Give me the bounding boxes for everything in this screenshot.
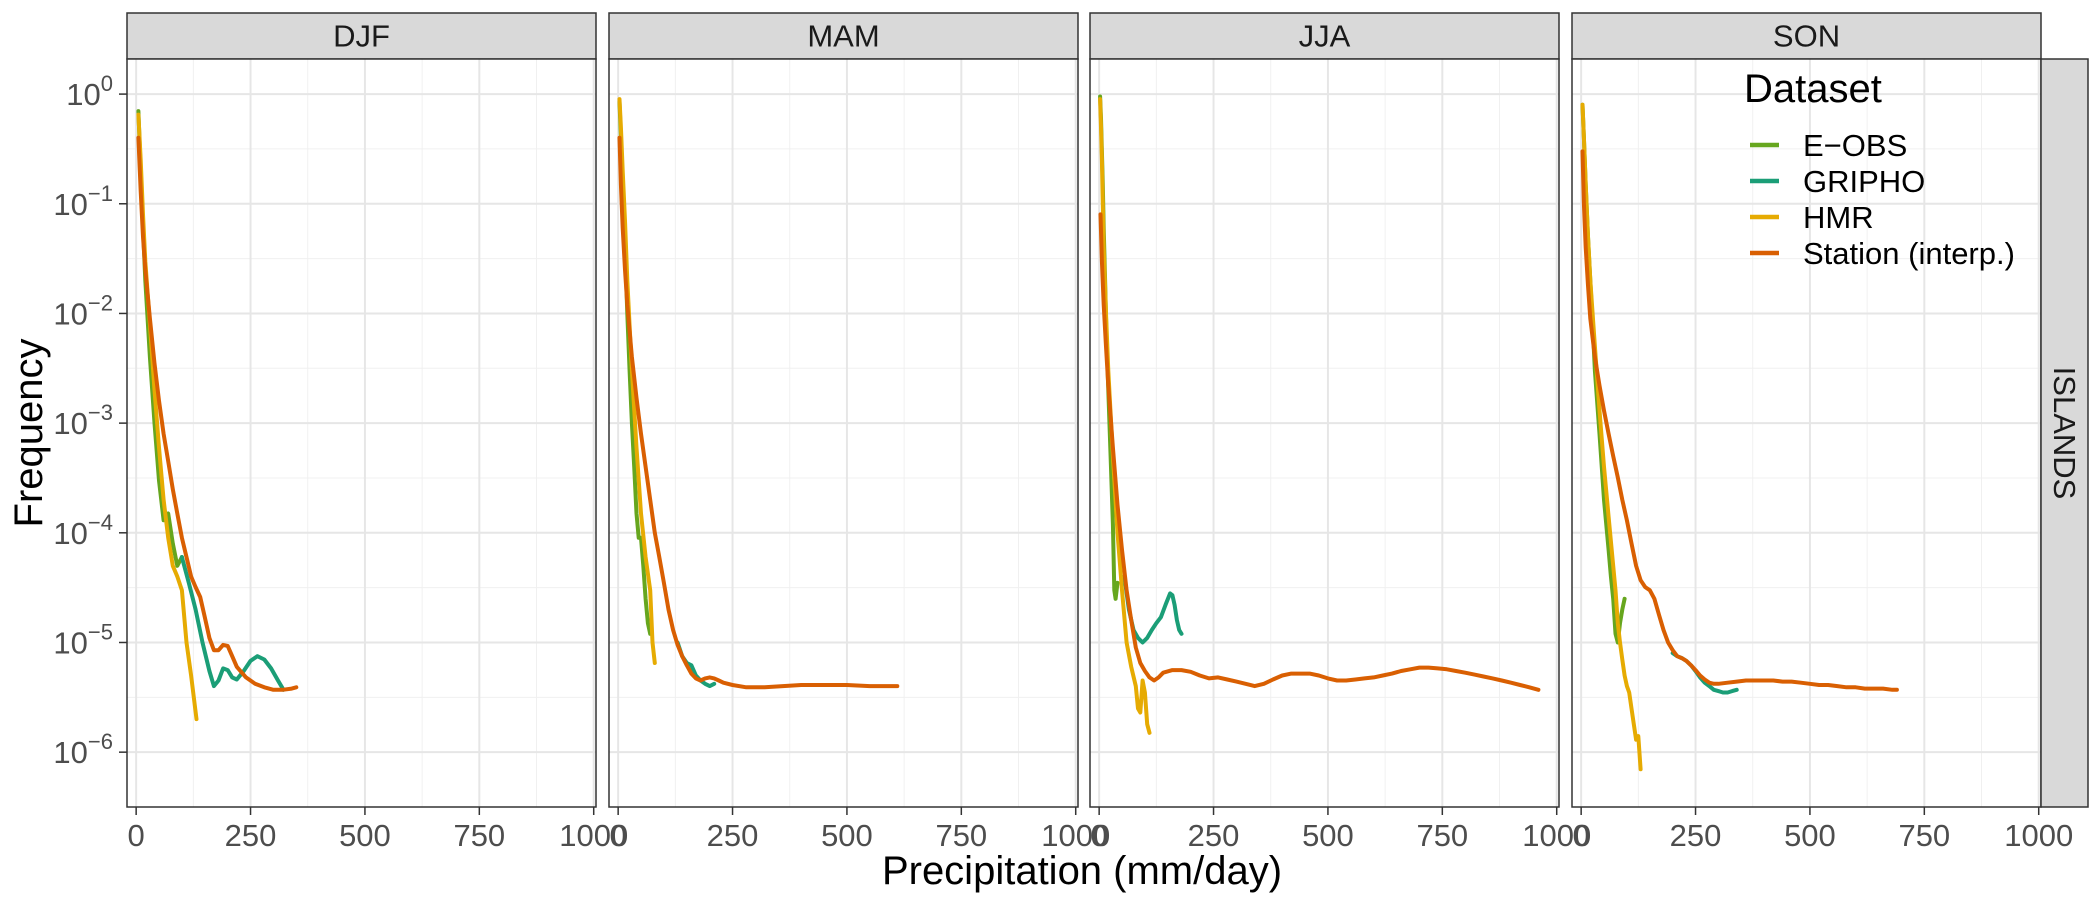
legend-item-station-interp: Station (interp.) xyxy=(1750,236,2015,271)
x-axis-ticks: 0 250 500 750 1000 xyxy=(1091,807,1591,853)
legend-label: HMR xyxy=(1803,200,1874,235)
x-tick-label: 500 xyxy=(1302,818,1354,853)
panel-background xyxy=(127,59,596,807)
x-tick-label: 500 xyxy=(1784,818,1836,853)
row-strip-background xyxy=(2040,58,2089,808)
x-tick-label: 750 xyxy=(1416,818,1468,853)
panel-mam: MAM 0 250 500 750 1000 xyxy=(608,12,1110,853)
x-tick-label: 750 xyxy=(1898,818,1950,853)
series-line-hmr xyxy=(1580,102,1643,772)
panel-title: DJF xyxy=(333,19,390,54)
x-tick-label: 0 xyxy=(610,818,627,853)
series-lines xyxy=(617,97,900,690)
y-tick-label: 10−5 xyxy=(53,619,113,660)
series-line-hmr xyxy=(617,97,657,665)
panel-strip xyxy=(126,12,597,60)
x-tick-label: 500 xyxy=(339,818,391,853)
legend-label: Station (interp.) xyxy=(1803,236,2015,271)
x-tick-label: 1000 xyxy=(559,818,628,853)
series-lines xyxy=(1580,102,1899,772)
x-tick-label: 1000 xyxy=(1522,818,1591,853)
panel-border xyxy=(126,58,597,808)
series-line-station-interp xyxy=(1580,149,1899,692)
series-line-hmr xyxy=(1098,97,1152,735)
panel-border xyxy=(1089,58,1560,808)
legend-title: Dataset xyxy=(1744,67,1882,111)
y-tick-label: 10−4 xyxy=(53,510,113,551)
x-axis-ticks: 0 250 500 750 1000 xyxy=(128,807,628,853)
legend-label: GRIPHO xyxy=(1803,164,1925,199)
panel-title: SON xyxy=(1773,19,1840,54)
panel-title: MAM xyxy=(807,19,879,54)
x-tick-label: 250 xyxy=(1188,818,1240,853)
series-line-gripho xyxy=(179,555,286,692)
panel-strip xyxy=(608,12,1079,60)
x-tick-label: 750 xyxy=(935,818,987,853)
series-line-station-interp xyxy=(136,135,299,692)
panel-title: JJA xyxy=(1299,19,1351,54)
x-tick-label: 0 xyxy=(1573,818,1590,853)
panel-border xyxy=(608,58,1079,808)
panel-son: SON 0 250 500 750 1000 xyxy=(1571,12,2073,853)
x-tick-label: 250 xyxy=(225,818,277,853)
y-tick-label: 10−2 xyxy=(53,290,113,331)
legend-label: E−OBS xyxy=(1803,128,1907,163)
panels-layer: DJF 0 250 500 750 1000 MAM 0 250 500 750 1000 JJA 0 25… xyxy=(126,12,2073,853)
x-tick-label: 0 xyxy=(1091,818,1108,853)
x-axis-title: Precipitation (mm/day) xyxy=(882,849,1282,893)
panel-jja: JJA 0 250 500 750 1000 xyxy=(1089,12,1591,853)
x-tick-label: 0 xyxy=(128,818,145,853)
series-lines xyxy=(136,109,299,722)
x-tick-label: 500 xyxy=(821,818,873,853)
x-tick-label: 1000 xyxy=(2004,818,2073,853)
x-tick-label: 250 xyxy=(707,818,759,853)
x-tick-label: 750 xyxy=(453,818,505,853)
panel-background xyxy=(609,59,1078,807)
row-strip-label: ISLANDS xyxy=(2047,367,2082,500)
legend-item-gripho: GRIPHO xyxy=(1750,164,1925,199)
y-tick-label: 10−1 xyxy=(53,181,113,222)
y-tick-label: 10−3 xyxy=(53,400,113,441)
x-tick-label: 250 xyxy=(1670,818,1722,853)
series-lines xyxy=(1098,94,1541,735)
panel-background xyxy=(1090,59,1559,807)
series-line-station-interp xyxy=(1098,212,1541,692)
gridlines xyxy=(609,59,1078,807)
series-line-gripho xyxy=(1122,574,1184,645)
gridlines xyxy=(1090,59,1559,807)
x-axis-ticks: 0 250 500 750 1000 xyxy=(1573,807,2073,853)
legend-item-e-obs: E−OBS xyxy=(1750,128,1907,163)
series-line-station-interp xyxy=(617,135,900,690)
y-tick-label: 10−6 xyxy=(53,729,113,770)
x-axis-ticks: 0 250 500 750 1000 xyxy=(610,807,1110,853)
legend-item-hmr: HMR xyxy=(1750,200,1874,235)
row-strip: ISLANDS xyxy=(2040,58,2089,808)
y-axis-title: Frequency xyxy=(7,339,51,528)
y-tick-label: 100 xyxy=(66,71,113,112)
y-axis: 100 10−1 10−2 10−3 10−4 10−5 10−6 xyxy=(53,71,127,770)
panel-djf: DJF 0 250 500 750 1000 xyxy=(126,12,628,853)
x-tick-label: 1000 xyxy=(1041,818,1110,853)
